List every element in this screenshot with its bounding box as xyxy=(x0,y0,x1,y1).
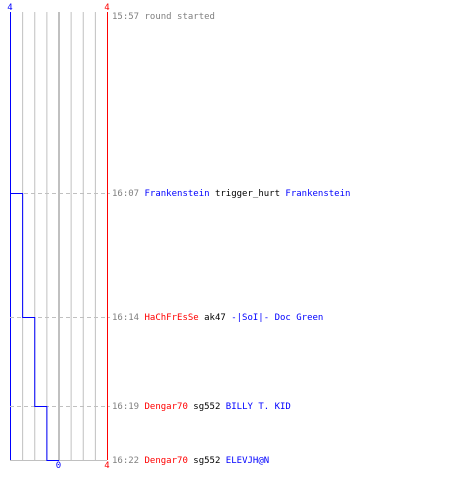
event-time: 16:19 xyxy=(112,402,139,412)
event-text-part: trigger_hurt xyxy=(210,189,280,199)
event-line: 16:22 Dengar70 sg552 ELEVJH@N xyxy=(112,456,269,466)
event-line: 16:19 Dengar70 sg552 BILLY T. KID xyxy=(112,402,291,412)
event-line: 15:57 round started xyxy=(112,12,215,22)
event-text-part: BILLY T. KID xyxy=(220,402,290,412)
event-text-part: Frankenstein xyxy=(280,189,350,199)
event-time: 15:57 xyxy=(112,12,139,22)
event-text-part: ELEVJH@N xyxy=(220,456,269,466)
axis-labels: 4 4 0 4 xyxy=(7,3,109,471)
event-text-part: sg552 xyxy=(188,456,221,466)
event-time: 16:22 xyxy=(112,456,139,466)
event-text-part: HaChFrEsSe xyxy=(139,313,199,323)
event-text-part: Dengar70 xyxy=(139,456,188,466)
event-time: 16:07 xyxy=(112,189,139,199)
event-text-part: -|SoI|- Doc Green xyxy=(226,313,324,323)
score-step-line xyxy=(10,12,59,461)
grid-lines xyxy=(10,12,108,461)
event-line: 16:14 HaChFrEsSe ak47 -|SoI|- Doc Green xyxy=(112,313,323,323)
axis-bottom-center-label: 0 xyxy=(56,461,61,471)
event-line: 16:07 Frankenstein trigger_hurt Frankens… xyxy=(112,189,350,199)
axis-top-left-label: 4 xyxy=(7,3,12,13)
axis-top-right-label: 4 xyxy=(104,3,109,13)
event-text-part: round started xyxy=(139,12,215,22)
axis-bottom-right-label: 4 xyxy=(104,461,109,471)
event-text-part: ak47 xyxy=(199,313,226,323)
event-list: 15:57 round started 16:07 Frankenstein tr… xyxy=(112,12,350,466)
event-text-part: Frankenstein xyxy=(139,189,209,199)
event-text-part: Dengar70 xyxy=(139,402,188,412)
event-text-part: sg552 xyxy=(188,402,221,412)
event-time: 16:14 xyxy=(112,313,139,323)
score-series xyxy=(10,12,59,461)
